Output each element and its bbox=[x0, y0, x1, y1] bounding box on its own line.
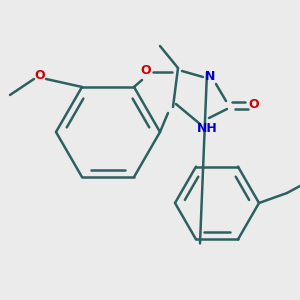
Text: O: O bbox=[35, 70, 45, 83]
Text: N: N bbox=[205, 70, 215, 83]
Text: NH: NH bbox=[196, 122, 218, 134]
Text: O: O bbox=[249, 98, 259, 112]
Text: O: O bbox=[141, 64, 151, 76]
